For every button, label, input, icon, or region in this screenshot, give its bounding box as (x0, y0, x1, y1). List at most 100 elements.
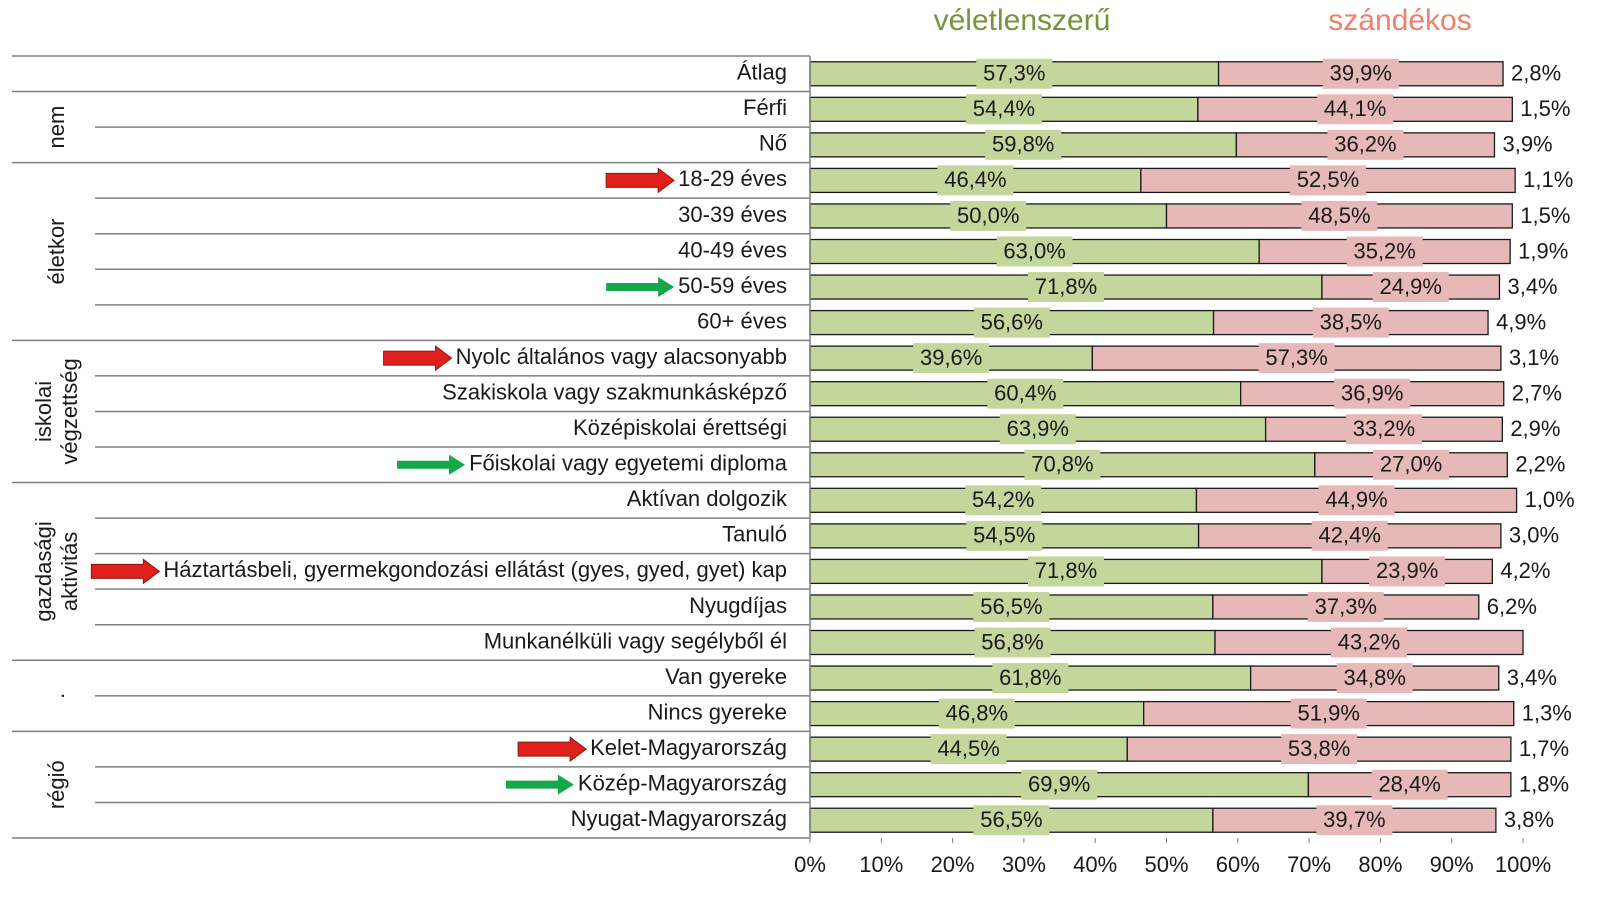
value-label: 35,2% (1353, 238, 1415, 263)
value-label: 52,5% (1297, 167, 1359, 192)
remainder-label: 2,8% (1511, 61, 1561, 86)
value-label-bg (965, 94, 1042, 125)
category-label: Kelet-Magyarország (590, 735, 787, 760)
remainder-label: 1,5% (1520, 96, 1570, 121)
legend-label: véletlenszerű (934, 4, 1111, 37)
value-label-bg (950, 200, 1027, 231)
value-label: 56,6% (981, 309, 1043, 334)
x-tick-label: 0% (794, 852, 826, 877)
value-label-bg (1334, 378, 1411, 409)
x-tick-label: 50% (1144, 852, 1188, 877)
category-label: Középiskolai érettségi (573, 415, 787, 440)
value-label: 50,0% (957, 203, 1019, 228)
group-label: iskolai (31, 381, 56, 442)
x-tick-label: 100% (1495, 852, 1551, 877)
category-label: Nyolc általános vagy alacsonyabb (456, 344, 787, 369)
value-label-bg (1327, 129, 1404, 160)
category-label: Nincs gyereke (648, 699, 787, 724)
value-label-bg (1318, 485, 1395, 516)
remainder-label: 3,0% (1509, 523, 1559, 548)
value-label-bg (1330, 627, 1407, 658)
value-label: 57,3% (1265, 345, 1327, 370)
arrow (606, 277, 675, 298)
value-label: 63,0% (1003, 238, 1065, 263)
value-label-bg (1336, 663, 1413, 694)
arrow (517, 736, 587, 763)
remainder-label: 4,9% (1496, 309, 1546, 334)
value-label-bg (937, 165, 1014, 196)
value-label-bg (1307, 591, 1384, 622)
remainder-label: 3,4% (1507, 665, 1557, 690)
value-label: 33,2% (1353, 416, 1415, 441)
category-label: Aktívan dolgozik (627, 486, 788, 511)
value-label: 71,8% (1035, 274, 1097, 299)
value-label-bg (1371, 769, 1448, 800)
group-label: életkor (44, 218, 69, 284)
value-label: 71,8% (1035, 558, 1097, 583)
value-label: 53,8% (1288, 736, 1350, 761)
category-label: Munkanélküli vagy segélyből él (484, 628, 787, 653)
x-tick-label: 40% (1073, 852, 1117, 877)
value-label-bg (1311, 520, 1388, 551)
value-label: 24,9% (1380, 274, 1442, 299)
category-label: Főiskolai vagy egyetemi diploma (469, 451, 788, 476)
value-label-bg (1301, 200, 1378, 231)
x-tick-label: 70% (1287, 852, 1331, 877)
category-label: 18-29 éves (678, 166, 787, 191)
value-label: 63,9% (1007, 416, 1069, 441)
remainder-label: 2,9% (1510, 416, 1560, 441)
value-label: 43,2% (1338, 629, 1400, 654)
value-label-bg (1345, 414, 1422, 445)
value-label: 70,8% (1031, 452, 1093, 477)
value-label-bg (1373, 449, 1450, 480)
legend-label: szándékos (1328, 4, 1471, 37)
value-label-bg (1322, 58, 1399, 89)
group-label: . (44, 693, 69, 699)
remainder-label: 1,3% (1522, 700, 1572, 725)
remainder-label: 3,9% (1502, 132, 1552, 157)
arrow (90, 558, 161, 585)
value-label: 56,5% (980, 594, 1042, 619)
value-label: 36,9% (1341, 380, 1403, 405)
category-label: Nyugat-Magyarország (571, 806, 787, 831)
group-label: gazdasági (31, 521, 56, 621)
value-label: 44,9% (1325, 487, 1387, 512)
value-label: 44,5% (937, 736, 999, 761)
category-label: 60+ éves (697, 308, 787, 333)
value-label: 54,5% (973, 523, 1035, 548)
value-label: 37,3% (1315, 594, 1377, 619)
arrow (505, 774, 574, 795)
value-label-bg (930, 734, 1007, 765)
category-label: 30-39 éves (678, 202, 787, 227)
value-label: 36,2% (1334, 132, 1396, 157)
value-label-bg (1289, 165, 1366, 196)
x-tick-label: 60% (1216, 852, 1260, 877)
value-label-bg (1027, 556, 1104, 587)
value-label-bg (973, 805, 1050, 836)
value-label-bg (966, 520, 1043, 551)
category-label: Szakiskola vagy szakmunkásképző (442, 379, 787, 404)
value-label-bg (1346, 236, 1423, 267)
value-label-bg (996, 236, 1073, 267)
value-label-bg (976, 58, 1053, 89)
value-label-bg (1021, 769, 1098, 800)
value-label: 56,5% (980, 807, 1042, 832)
value-label-bg (938, 698, 1015, 729)
value-label: 39,9% (1330, 61, 1392, 86)
category-label: Nő (759, 131, 787, 156)
value-label: 61,8% (999, 665, 1061, 690)
remainder-label: 1,9% (1518, 238, 1568, 263)
value-label: 59,8% (992, 132, 1054, 157)
remainder-label: 3,8% (1504, 807, 1554, 832)
value-label-bg (973, 591, 1050, 622)
value-label: 46,4% (944, 167, 1006, 192)
x-tick-label: 30% (1002, 852, 1046, 877)
value-label-bg (913, 343, 990, 374)
category-label: Közép-Magyarország (578, 770, 787, 795)
value-label: 44,1% (1324, 96, 1386, 121)
remainder-label: 3,1% (1509, 345, 1559, 370)
value-label: 23,9% (1376, 558, 1438, 583)
value-label: 51,9% (1298, 700, 1360, 725)
value-label: 54,4% (973, 96, 1035, 121)
